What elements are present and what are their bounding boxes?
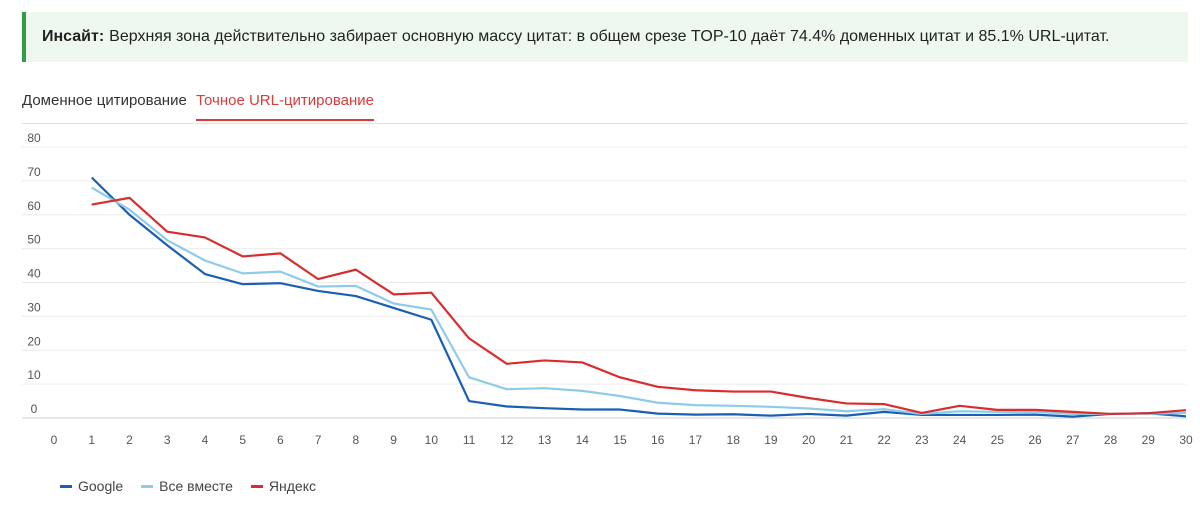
- x-tick-label-16: 16: [651, 433, 665, 447]
- series-line-all: [91, 186, 1187, 416]
- x-tick-label-22: 22: [877, 433, 891, 447]
- y-tick-label-0: 0: [31, 402, 38, 416]
- x-tick-label-3: 3: [164, 433, 171, 447]
- tabs-divider: [22, 123, 1188, 124]
- x-tick-label-5: 5: [239, 433, 246, 447]
- y-tick-label-30: 30: [27, 300, 41, 314]
- x-tick-label-2: 2: [126, 433, 133, 447]
- y-tick-label-80: 80: [27, 131, 41, 145]
- x-tick-label-13: 13: [538, 433, 552, 447]
- x-tick-label-20: 20: [802, 433, 816, 447]
- x-tick-label-25: 25: [991, 433, 1005, 447]
- x-tick-label-6: 6: [277, 433, 284, 447]
- y-tick-label-20: 20: [27, 334, 41, 348]
- legend-label-all: Все вместе: [159, 478, 233, 494]
- x-tick-label-17: 17: [689, 433, 703, 447]
- x-tick-label-30: 30: [1179, 433, 1193, 447]
- x-tick-label-4: 4: [202, 433, 209, 447]
- y-tick-label-10: 10: [27, 368, 41, 382]
- tab-url-citation[interactable]: Точное URL-цитирование: [196, 92, 375, 121]
- x-tick-label-12: 12: [500, 433, 514, 447]
- tab-domain-citation[interactable]: Доменное цитирование: [22, 92, 187, 109]
- legend-label-yandex: Яндекс: [268, 478, 316, 494]
- series-line-google: [90, 176, 1187, 418]
- x-tick-label-26: 26: [1028, 433, 1042, 447]
- x-tick-label-1: 1: [88, 433, 95, 447]
- legend-item-yandex[interactable]: Яндекс: [250, 478, 316, 494]
- x-tick-label-11: 11: [463, 433, 476, 447]
- x-axis: 0 1 2 3 4 5 6 7 8 9 10 11 12 13 14 15 16 17 18 19 20 21 22 23 24…: [51, 433, 1193, 447]
- x-tick-label-24: 24: [953, 433, 967, 447]
- chart-grid: [22, 146, 1186, 419]
- y-tick-label-70: 70: [27, 165, 41, 179]
- x-tick-label-9: 9: [390, 433, 397, 447]
- series-line-yandex: [91, 196, 1187, 416]
- x-tick-label-15: 15: [613, 433, 627, 447]
- citation-tabs: Доменное цитирование Точное URL-цитирова…: [22, 88, 1188, 124]
- x-tick-label-14: 14: [576, 433, 590, 447]
- legend-swatch-all: [141, 484, 154, 488]
- insight-banner: Инсайт: Верхняя зона действительно забир…: [22, 12, 1188, 62]
- x-tick-label-19: 19: [764, 433, 778, 447]
- x-tick-label-23: 23: [915, 433, 929, 447]
- x-tick-label-7: 7: [315, 433, 322, 447]
- x-tick-label-8: 8: [353, 433, 360, 447]
- insight-text: Верхняя зона действительно забирает осно…: [109, 28, 1110, 45]
- x-tick-label-0: 0: [51, 433, 58, 447]
- legend-swatch-yandex: [250, 484, 263, 488]
- x-tick-label-29: 29: [1142, 433, 1156, 447]
- x-tick-label-28: 28: [1104, 433, 1118, 447]
- legend-swatch-google: [60, 484, 72, 488]
- y-axis: 0 10 20 30 40 50 60 70 80: [27, 131, 41, 416]
- legend-item-all[interactable]: Все вместе: [141, 478, 233, 494]
- insight-label: Инсайт:: [42, 28, 105, 45]
- x-tick-label-27: 27: [1066, 433, 1080, 447]
- y-tick-label-40: 40: [27, 267, 41, 281]
- chart-series: [90, 176, 1187, 418]
- x-tick-label-18: 18: [727, 433, 741, 447]
- x-tick-label-21: 21: [840, 433, 854, 447]
- legend-item-google[interactable]: Google: [60, 478, 123, 494]
- y-tick-label-60: 60: [27, 199, 41, 213]
- y-tick-label-50: 50: [27, 233, 41, 247]
- chart-legend: Google Все вместе Яндекс: [60, 478, 316, 494]
- legend-label-google: Google: [78, 478, 124, 494]
- x-tick-label-10: 10: [425, 433, 439, 447]
